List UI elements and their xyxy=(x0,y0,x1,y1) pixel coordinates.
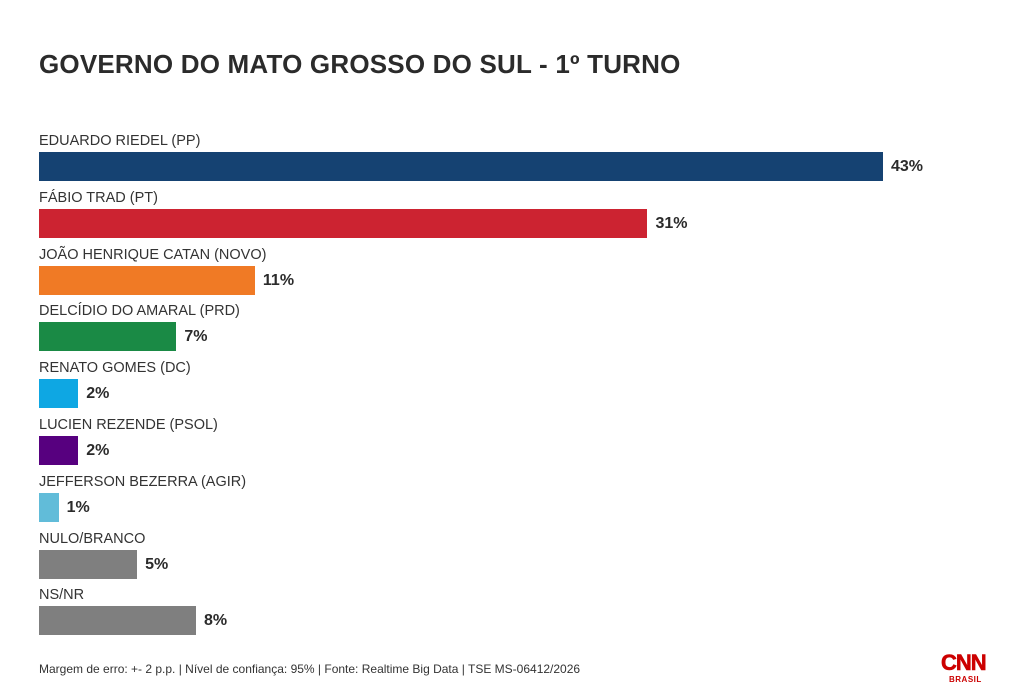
bar xyxy=(39,549,138,579)
bar xyxy=(39,436,79,465)
value-label: 2% xyxy=(86,442,110,459)
category-label: EDUARDO RIEDEL (PP) xyxy=(39,133,201,149)
category-label: FÁBIO TRAD (PT) xyxy=(39,189,158,206)
value-label: 11% xyxy=(262,271,295,289)
cnn-brasil-logo: CNN BRASIL xyxy=(941,650,989,686)
bar xyxy=(39,152,883,181)
bar-row: JOÃO HENRIQUE CATAN (NOVO) 11% xyxy=(39,247,999,299)
value-label: 1% xyxy=(66,498,90,516)
value-label: 7% xyxy=(184,328,208,346)
category-label: JEFFERSON BEZERRA (AGIR) xyxy=(39,473,247,490)
logo-subtitle: BRASIL xyxy=(949,675,982,684)
bar xyxy=(39,606,197,636)
value-label: 43% xyxy=(891,158,924,175)
bar-row: NS/NR 8% xyxy=(39,587,999,639)
bar xyxy=(39,208,648,238)
value-label: 2% xyxy=(86,385,110,403)
bar xyxy=(39,492,59,522)
bar xyxy=(39,265,255,295)
value-label: 31% xyxy=(655,214,688,232)
value-label: 8% xyxy=(204,612,228,630)
category-label: JOÃO HENRIQUE CATAN (NOVO) xyxy=(39,246,267,263)
bar-row: EDUARDO RIEDEL (PP) 43% xyxy=(39,133,999,185)
category-label: NULO/BRANCO xyxy=(39,530,146,547)
bar-row: FÁBIO TRAD (PT) 31% xyxy=(39,190,999,242)
category-label: DELCÍDIO DO AMARAL (PRD) xyxy=(39,303,240,320)
bar-row: JEFFERSON BEZERRA (AGIR) 1% xyxy=(39,474,999,526)
category-label: RENATO GOMES (DC) xyxy=(39,360,191,377)
value-label: 5% xyxy=(145,555,169,573)
bar xyxy=(39,322,177,352)
category-label: LUCIEN REZENDE (PSOL) xyxy=(39,417,218,433)
bar-row: NULO/BRANCO 5% xyxy=(39,531,999,583)
chart-title: GOVERNO DO MATO GROSSO DO SUL - 1º TURNO xyxy=(39,49,681,79)
bar-row: RENATO GOMES (DC) 2% xyxy=(39,360,999,412)
bar-row: DELCÍDIO DO AMARAL (PRD) 7% xyxy=(39,303,999,355)
category-label: NS/NR xyxy=(39,587,85,604)
bar xyxy=(39,379,79,409)
bar-row: LUCIEN REZENDE (PSOL) 2% xyxy=(39,417,999,469)
source-footnote: Margem de erro: +- 2 p.p. | Nível de con… xyxy=(39,662,581,676)
logo-wordmark: CNN xyxy=(941,650,987,675)
